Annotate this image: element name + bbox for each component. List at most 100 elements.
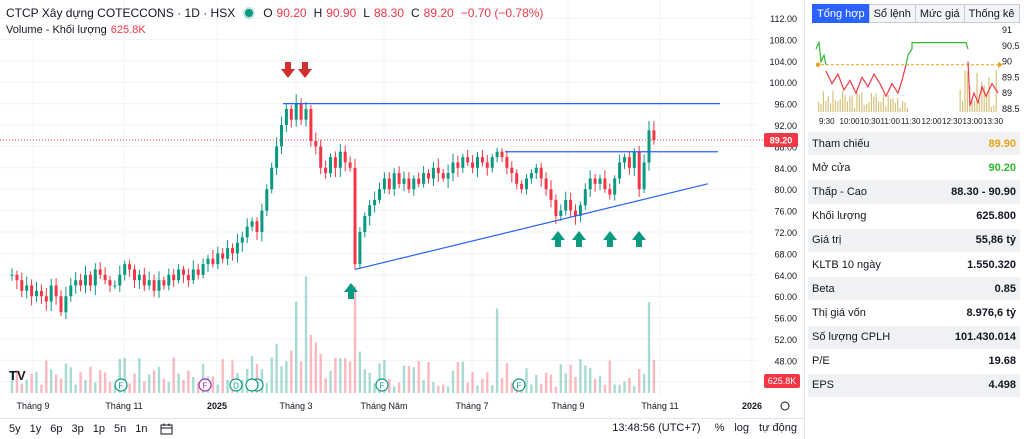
tab-order-book[interactable]: Sổ lệnh [868, 4, 916, 23]
candle-body [118, 274, 122, 286]
candle-body [378, 189, 381, 200]
candle-body [427, 173, 430, 179]
event-marker [375, 378, 389, 392]
tab-statistics[interactable]: Thống kê [963, 4, 1020, 23]
tab-price-levels[interactable]: Mức giá [914, 4, 965, 23]
candle-body [319, 146, 323, 168]
intraday-volume-bar [825, 101, 827, 112]
intraday-chart[interactable]: 91 90.5 90 89.5 89 88.5 9:30 10:00 10:30 11:00 11:… [808, 26, 1024, 130]
bottom-toolbar: 5y 1y 6p 3p 1p 5n 1n 13:48:56 (UTC+7) % … [0, 418, 805, 439]
stat-row-low-high: Thấp - Cao 88.30 - 90.90 [808, 180, 1020, 205]
timeframe-1y[interactable]: 1y [29, 423, 42, 435]
volume-bar [495, 308, 499, 393]
intraday-volume-bar [976, 72, 978, 112]
intraday-volume-bar [986, 94, 988, 112]
intraday-x-label: 13:30 [983, 117, 1004, 126]
candle-body [495, 151, 499, 158]
info-panel: Tổng hợp Sổ lệnh Mức giá Thống kê 91 90.5… [808, 0, 1024, 439]
candle-body [544, 178, 548, 190]
candle-body [637, 151, 641, 190]
intraday-volume-bar [842, 90, 844, 112]
calendar-range-icon[interactable] [160, 423, 173, 435]
reference-dot [815, 62, 821, 67]
timeframe-1p[interactable]: 1p [92, 423, 105, 435]
volume-bar [10, 372, 14, 393]
candle-body [417, 178, 421, 184]
candle-body [15, 274, 19, 281]
log-toggle[interactable]: log [734, 422, 750, 434]
tradingview-logo[interactable]: TV [9, 368, 26, 383]
candle-body [539, 167, 543, 179]
intraday-volume-bar [822, 91, 824, 112]
percent-toggle[interactable]: % [714, 422, 725, 434]
intraday-y-label: 89.5 [1002, 72, 1020, 82]
intraday-volume-bar [904, 102, 906, 112]
stat-label: Giá trị [812, 234, 842, 247]
intraday-volume-bar [899, 107, 901, 112]
event-marker [229, 378, 243, 392]
sell-arrow-icon [298, 62, 312, 78]
volume-bar [45, 360, 48, 393]
intraday-volume-bar [894, 102, 896, 112]
candle-body [211, 258, 215, 265]
intraday-volume-bar [887, 94, 889, 112]
timeframe-1n[interactable]: 1n [135, 423, 148, 435]
candle-body [549, 189, 553, 200]
intraday-y-label: 91 [1002, 26, 1012, 35]
volume-bar [187, 370, 190, 393]
volume-bar [584, 365, 587, 393]
candle-body [446, 173, 450, 179]
intraday-volume-bar [906, 107, 908, 112]
timeframe-5y[interactable]: 5y [9, 423, 21, 435]
volume-bar [304, 276, 308, 393]
volume-bar [152, 370, 156, 393]
time-tick-label: Tháng 3 [279, 401, 312, 411]
intraday-price-up [815, 40, 827, 65]
volume-bar [554, 386, 558, 393]
candle-body [407, 178, 411, 190]
candle-body [353, 167, 357, 265]
volume-bar [368, 372, 371, 393]
timeframe-6p[interactable]: 6p [50, 423, 63, 435]
intraday-x-label: 12:00 [922, 117, 943, 126]
intraday-volume-bar [892, 98, 894, 112]
price-tick-label: 48.00 [774, 356, 797, 366]
candle-body [588, 178, 592, 190]
candle-body [505, 157, 509, 168]
volume-bar [402, 365, 406, 393]
volume-bar [559, 364, 562, 393]
volume-bar [118, 358, 121, 393]
candle-body [137, 274, 141, 281]
candle-body [147, 280, 151, 286]
time-tick-label: Tháng 11 [641, 401, 678, 411]
volume-bar [15, 370, 19, 393]
volume-bar [466, 382, 469, 393]
price-tick-label: 112.00 [770, 14, 797, 24]
intraday-volume-bar [858, 94, 860, 112]
candle-body [30, 285, 34, 297]
clock-time[interactable]: 13:48:56 (UTC+7) [612, 422, 701, 434]
volume-bar [353, 286, 357, 393]
candle-body [235, 242, 239, 254]
auto-scale-toggle[interactable]: tự động [759, 422, 797, 434]
intraday-volume-bar [885, 106, 887, 112]
chart-pane[interactable]: 112.00 108.00 104.00 100.00 96.00 92.00 88.00 8… [0, 0, 805, 439]
price-chart[interactable]: 112.00108.00104.00100.0096.0092.0088.008… [0, 0, 805, 418]
tab-overview[interactable]: Tổng hợp [812, 4, 870, 23]
timeframe-5n[interactable]: 5n [114, 423, 127, 435]
stat-label: Beta [812, 282, 835, 295]
volume-bar [348, 361, 352, 393]
support-line [354, 183, 708, 271]
candle-body [373, 199, 377, 206]
info-tabs: Tổng hợp Sổ lệnh Mức giá Thống kê [812, 4, 1020, 23]
volume-bar [540, 383, 543, 393]
candle-body [608, 189, 612, 195]
volume-bar [510, 382, 513, 393]
timeframe-3p[interactable]: 3p [71, 423, 84, 435]
stat-row-beta: Beta 0.85 [808, 277, 1020, 302]
stat-value: 88.30 - 90.90 [951, 186, 1016, 198]
volume-bar [373, 383, 376, 393]
candle-body [275, 146, 279, 168]
candle-body [226, 248, 230, 259]
intraday-volume-bar [962, 101, 964, 112]
